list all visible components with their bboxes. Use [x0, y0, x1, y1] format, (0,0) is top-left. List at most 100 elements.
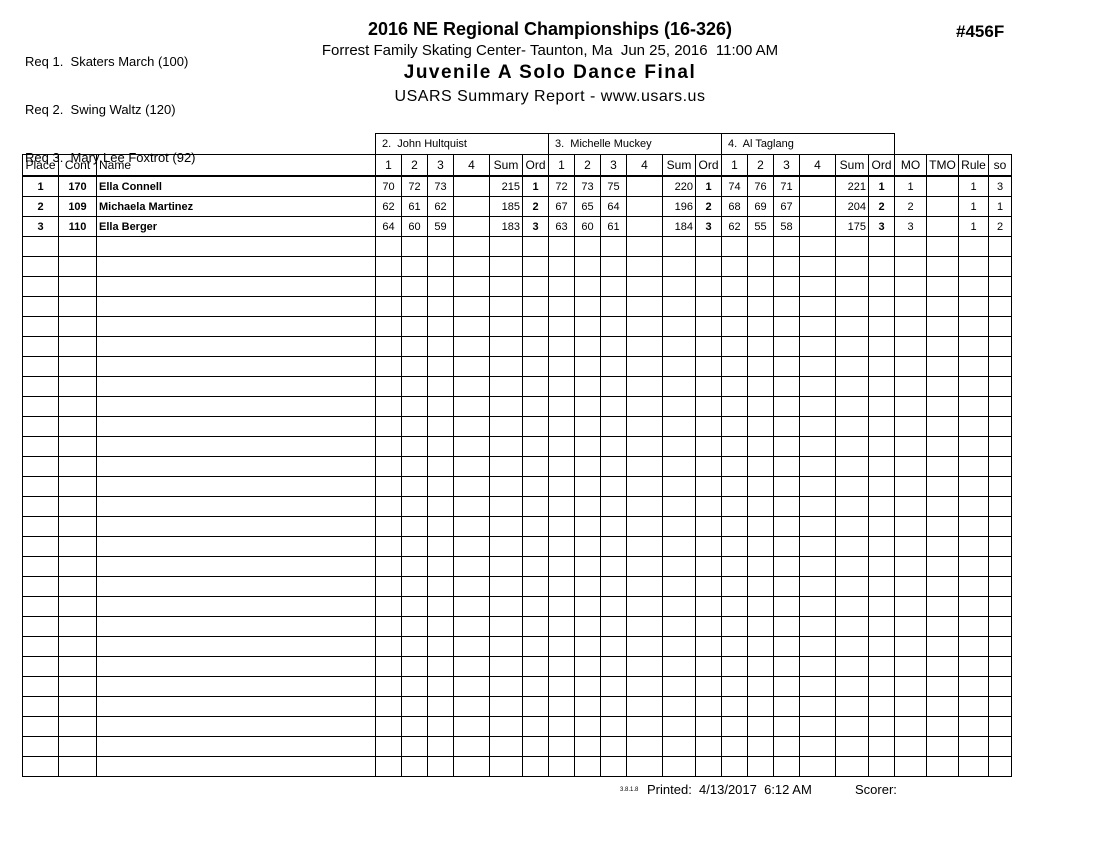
- mark-cell: [453, 196, 490, 217]
- empty-cell: [662, 376, 696, 397]
- empty-cell: [926, 376, 959, 397]
- empty-cell: [22, 396, 59, 417]
- empty-cell: [522, 696, 549, 717]
- empty-cell: [894, 736, 927, 757]
- empty-cell: [868, 296, 895, 317]
- empty-cell: [926, 536, 959, 557]
- header-judge2-4: 4: [626, 154, 663, 177]
- empty-cell: [427, 756, 454, 777]
- empty-cell: [453, 436, 490, 457]
- empty-cell: [96, 376, 376, 397]
- header-cont: Cont: [58, 154, 97, 177]
- empty-cell: [453, 356, 490, 377]
- mark-cell: 75: [600, 175, 627, 197]
- mark-cell: 61: [600, 216, 627, 237]
- empty-cell: [835, 576, 869, 597]
- empty-cell: [22, 576, 59, 597]
- empty-cell: [958, 416, 989, 437]
- empty-cell: [574, 376, 601, 397]
- empty-cell: [626, 416, 663, 437]
- empty-cell: [626, 296, 663, 317]
- empty-cell: [427, 376, 454, 397]
- header-judge3-4: 4: [799, 154, 836, 177]
- page-title: 2016 NE Regional Championships (16-326): [367, 19, 733, 39]
- cont-cell: 170: [58, 175, 97, 197]
- empty-cell: [489, 636, 523, 657]
- empty-cell: [489, 576, 523, 597]
- empty-cell: [626, 316, 663, 337]
- empty-cell: [96, 576, 376, 597]
- empty-cell: [522, 336, 549, 357]
- empty-cell: [799, 656, 836, 677]
- empty-cell: [721, 736, 748, 757]
- empty-cell: [96, 496, 376, 517]
- empty-cell: [894, 616, 927, 637]
- empty-cell: [574, 416, 601, 437]
- empty-cell: [721, 536, 748, 557]
- empty-cell: [522, 636, 549, 657]
- empty-cell: [522, 616, 549, 637]
- empty-cell: [662, 676, 696, 697]
- empty-cell: [574, 496, 601, 517]
- rule-cell: 1: [958, 175, 989, 197]
- cont-cell: 109: [58, 196, 97, 217]
- empty-cell: [22, 656, 59, 677]
- empty-cell: [868, 356, 895, 377]
- mark-cell: 67: [773, 196, 800, 217]
- ord-cell: 1: [522, 175, 549, 197]
- ord-cell: 1: [868, 175, 895, 197]
- empty-cell: [401, 376, 428, 397]
- empty-cell: [868, 376, 895, 397]
- empty-cell: [574, 716, 601, 737]
- empty-cell: [835, 696, 869, 717]
- empty-cell: [453, 376, 490, 397]
- empty-cell: [695, 236, 722, 257]
- empty-cell: [662, 696, 696, 717]
- empty-cell: [574, 276, 601, 297]
- empty-cell: [799, 756, 836, 777]
- empty-cell: [721, 676, 748, 697]
- empty-cell: [401, 616, 428, 637]
- empty-cell: [926, 616, 959, 637]
- sum-cell: 175: [835, 216, 869, 237]
- empty-cell: [773, 596, 800, 617]
- empty-cell: [958, 596, 989, 617]
- empty-cell: [489, 256, 523, 277]
- empty-cell: [58, 636, 97, 657]
- empty-cell: [96, 596, 376, 617]
- empty-cell: [799, 416, 836, 437]
- sum-cell: 220: [662, 175, 696, 197]
- empty-cell: [489, 696, 523, 717]
- empty-cell: [22, 536, 59, 557]
- place-cell: 2: [22, 196, 59, 217]
- empty-cell: [22, 676, 59, 697]
- empty-cell: [375, 716, 402, 737]
- empty-cell: [58, 656, 97, 677]
- empty-cell: [958, 396, 989, 417]
- empty-cell: [600, 536, 627, 557]
- empty-cell: [375, 536, 402, 557]
- empty-cell: [375, 276, 402, 297]
- empty-cell: [453, 756, 490, 777]
- empty-cell: [548, 716, 575, 737]
- empty-cell: [662, 536, 696, 557]
- place-cell: 1: [22, 175, 59, 197]
- empty-cell: [453, 656, 490, 677]
- empty-cell: [522, 476, 549, 497]
- empty-cell: [747, 576, 774, 597]
- empty-cell: [453, 236, 490, 257]
- empty-cell: [799, 536, 836, 557]
- empty-cell: [548, 596, 575, 617]
- empty-cell: [721, 516, 748, 537]
- ord-cell: 3: [695, 216, 722, 237]
- empty-cell: [375, 516, 402, 537]
- empty-cell: [427, 536, 454, 557]
- empty-cell: [522, 496, 549, 517]
- empty-cell: [988, 636, 1012, 657]
- empty-cell: [401, 516, 428, 537]
- name-cell: Michaela Martinez: [96, 196, 376, 217]
- empty-cell: [600, 416, 627, 437]
- empty-cell: [988, 656, 1012, 677]
- mo-cell: 3: [894, 216, 927, 237]
- empty-cell: [662, 516, 696, 537]
